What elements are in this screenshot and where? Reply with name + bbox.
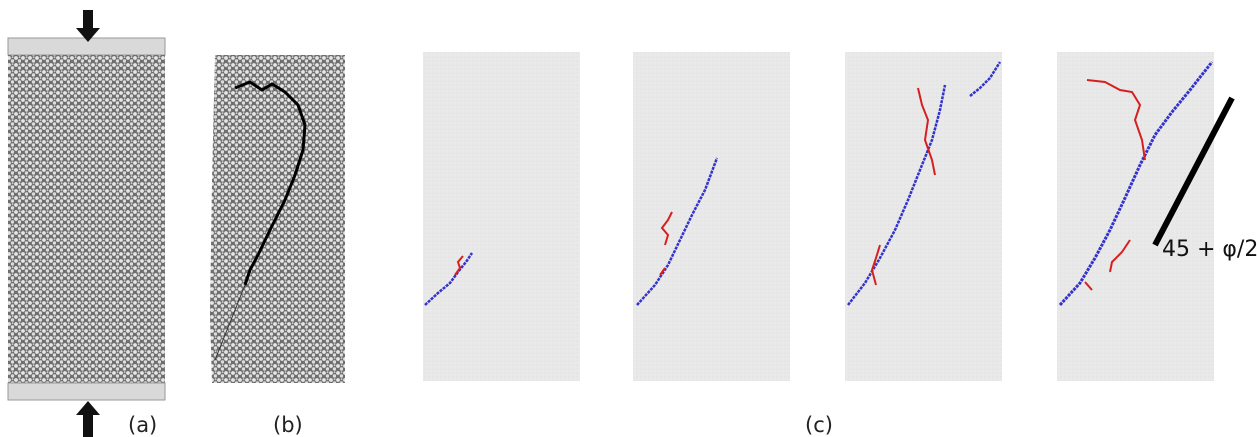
- stage-4: [1057, 52, 1214, 381]
- crack-blue: [424, 252, 474, 306]
- crack-blue: [1058, 61, 1214, 307]
- panel-b: [210, 55, 345, 383]
- crack-red: [1084, 281, 1093, 291]
- crack-red: [917, 87, 936, 176]
- angle-line: [1152, 96, 1235, 247]
- crack-red: [454, 255, 464, 276]
- panel-label: (a): [128, 413, 157, 437]
- crack-blue: [636, 157, 719, 306]
- crack: [214, 284, 246, 361]
- crack-red: [1086, 79, 1146, 161]
- stage-1: [423, 52, 580, 381]
- bottom-plate: [7, 382, 166, 401]
- top-plate: [7, 37, 166, 56]
- panel-label: (c): [805, 413, 833, 437]
- crack-blue: [969, 61, 1002, 97]
- stage-2: [633, 52, 790, 381]
- crack-red: [870, 244, 881, 286]
- crack-red: [1109, 239, 1131, 273]
- crack-red: [660, 211, 673, 246]
- panel-c: 45 + φ/2: [423, 52, 1257, 381]
- stage-3: [845, 52, 1002, 381]
- load-arrow: [76, 401, 100, 437]
- load-arrow: [76, 10, 100, 42]
- crack-red: [659, 267, 666, 276]
- panel-label: (b): [273, 413, 303, 437]
- crack-blue: [847, 84, 947, 306]
- specimen: [8, 55, 165, 383]
- panel-a: [7, 10, 166, 437]
- deformed-specimen: [210, 55, 345, 383]
- angle-annotation: 45 + φ/2: [1162, 237, 1257, 262]
- crack: [234, 80, 307, 286]
